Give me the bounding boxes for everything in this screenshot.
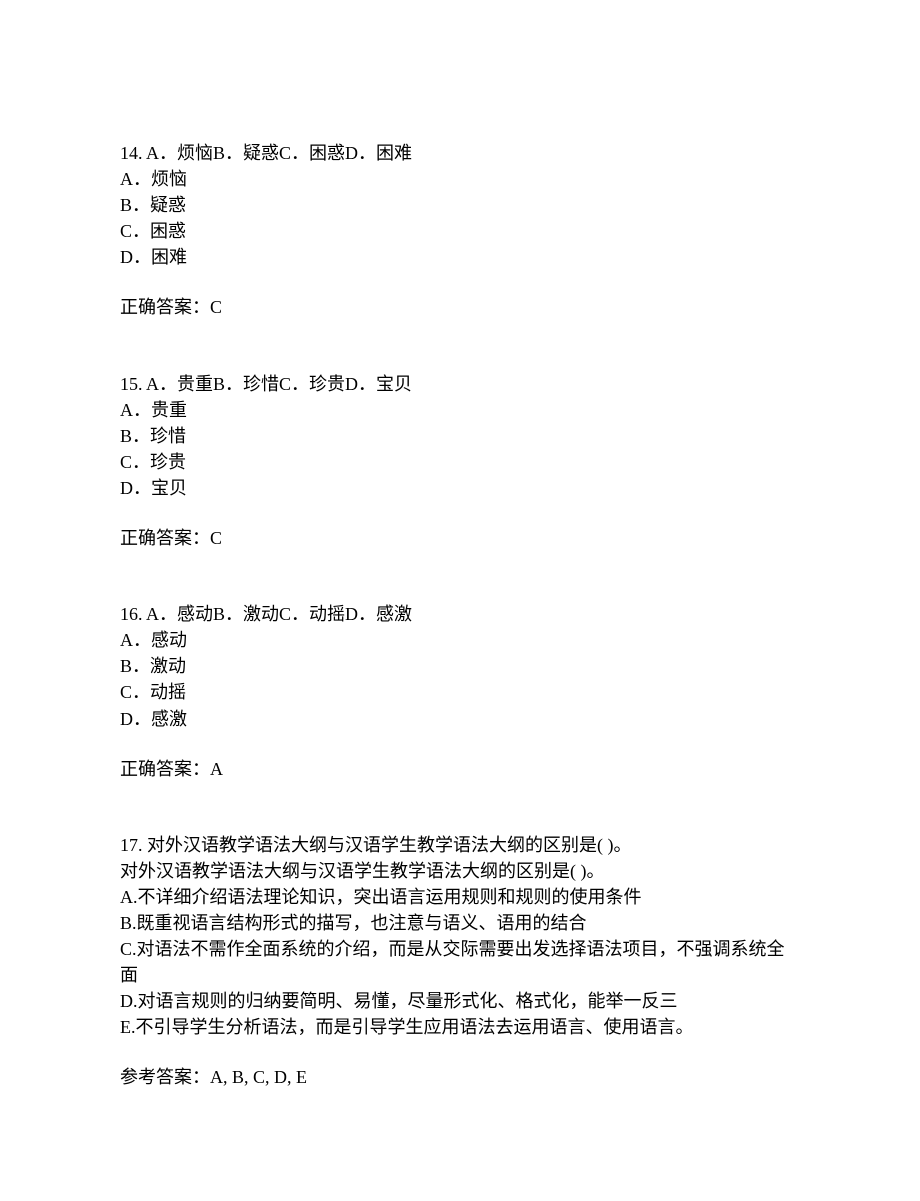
option-c: C．珍贵 <box>120 449 800 475</box>
question-stem-repeat: 对外汉语教学语法大纲与汉语学生教学语法大纲的区别是( )。 <box>120 858 800 884</box>
answer-value: C <box>210 528 222 548</box>
question-16: 16. A．感动B．激动C．动摇D．感激 A．感动 B．激动 C．动摇 D．感激… <box>120 601 800 782</box>
answer-line: 正确答案：A <box>120 756 800 782</box>
option-a: A．贵重 <box>120 397 800 423</box>
option-c: C.对语法不需作全面系统的介绍，而是从交际需要出发选择语法项目，不强调系统全面 <box>120 936 800 988</box>
question-stem: 14. A．烦恼B．疑惑C．困惑D．困难 <box>120 140 800 166</box>
question-stem-text: A．烦恼B．疑惑C．困惑D．困难 <box>146 143 412 163</box>
question-number: 14. <box>120 143 143 163</box>
answer-line: 正确答案：C <box>120 525 800 551</box>
answer-label: 正确答案： <box>120 297 210 317</box>
option-d: D．宝贝 <box>120 475 800 501</box>
option-d: D.对语言规则的归纳要简明、易懂，尽量形式化、格式化，能举一反三 <box>120 988 800 1014</box>
question-number: 16. <box>120 604 143 624</box>
question-stem-text: 对外汉语教学语法大纲与汉语学生教学语法大纲的区别是( )。 <box>147 835 632 855</box>
answer-value: A <box>210 759 223 779</box>
question-stem: 17. 对外汉语教学语法大纲与汉语学生教学语法大纲的区别是( )。 <box>120 832 800 858</box>
option-b: B．珍惜 <box>120 423 800 449</box>
answer-value: C <box>210 297 222 317</box>
question-number: 15. <box>120 374 143 394</box>
question-stem: 15. A．贵重B．珍惜C．珍贵D．宝贝 <box>120 371 800 397</box>
answer-label: 正确答案： <box>120 759 210 779</box>
option-d: D．困难 <box>120 244 800 270</box>
answer-line: 正确答案：C <box>120 294 800 320</box>
option-b: B．疑惑 <box>120 192 800 218</box>
option-a: A．感动 <box>120 627 800 653</box>
option-b: B.既重视语言结构形式的描写，也注意与语义、语用的结合 <box>120 910 800 936</box>
option-c: C．困惑 <box>120 218 800 244</box>
option-b: B．激动 <box>120 653 800 679</box>
option-c: C．动摇 <box>120 679 800 705</box>
answer-line: 参考答案：A, B, C, D, E <box>120 1064 800 1090</box>
option-d: D．感激 <box>120 706 800 732</box>
question-number: 17. <box>120 835 143 855</box>
answer-value: A, B, C, D, E <box>210 1067 307 1087</box>
question-stem-text: A．感动B．激动C．动摇D．感激 <box>146 604 412 624</box>
option-a: A．烦恼 <box>120 166 800 192</box>
question-stem: 16. A．感动B．激动C．动摇D．感激 <box>120 601 800 627</box>
answer-label: 正确答案： <box>120 528 210 548</box>
option-a: A.不详细介绍语法理论知识，突出语言运用规则和规则的使用条件 <box>120 884 800 910</box>
question-15: 15. A．贵重B．珍惜C．珍贵D．宝贝 A．贵重 B．珍惜 C．珍贵 D．宝贝… <box>120 371 800 552</box>
question-14: 14. A．烦恼B．疑惑C．困惑D．困难 A．烦恼 B．疑惑 C．困惑 D．困难… <box>120 140 800 321</box>
question-17: 17. 对外汉语教学语法大纲与汉语学生教学语法大纲的区别是( )。 对外汉语教学… <box>120 832 800 1091</box>
option-e: E.不引导学生分析语法，而是引导学生应用语法去运用语言、使用语言。 <box>120 1014 800 1040</box>
answer-label: 参考答案： <box>120 1067 210 1087</box>
question-stem-text: A．贵重B．珍惜C．珍贵D．宝贝 <box>146 374 412 394</box>
